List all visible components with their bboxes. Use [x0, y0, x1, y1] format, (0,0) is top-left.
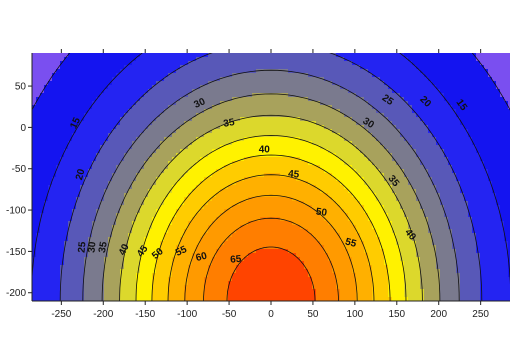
x-tick-label: 50: [307, 309, 319, 320]
contour-line-50: [151, 154, 391, 301]
contour-label-30: 30: [192, 96, 207, 111]
x-tick-label: 0: [268, 309, 274, 320]
y-tick-label: -200: [6, 288, 26, 299]
contour-label-45: 45: [288, 169, 300, 181]
x-tick-label: -250: [51, 309, 71, 320]
contour-line-20: [32, 53, 510, 285]
contour-label-55: 55: [174, 244, 189, 259]
contour-line-60: [184, 194, 358, 301]
contour-line-30: [82, 69, 460, 301]
y-tick-label: -100: [6, 206, 26, 217]
contour-line-65: [203, 217, 339, 301]
x-tick-label: -200: [93, 309, 113, 320]
contour-label-40: 40: [259, 144, 271, 155]
y-tick-label: -150: [6, 247, 26, 258]
contour-line-70: [226, 246, 316, 301]
contour-fill-layer: [32, 53, 510, 301]
contour-label-25: 25: [76, 241, 88, 253]
x-tick-label: -50: [222, 309, 237, 320]
axes: -250 -200 -150 -100 -50 0 50 100 150 200 250 50 0 -5…: [6, 49, 510, 320]
x-tick-label: 200: [430, 309, 447, 320]
contour-line-layer: [32, 53, 510, 301]
contour-line-25: [59, 53, 483, 301]
contour-line-40: [119, 114, 423, 301]
y-tick-label: 50: [15, 82, 27, 93]
y-tick-label: 0: [20, 123, 26, 134]
contour-line-35: [101, 93, 441, 301]
x-tick-label: -100: [177, 309, 197, 320]
x-tick-label: 100: [347, 309, 364, 320]
contour-label-65: 65: [230, 254, 242, 266]
contour-label-35: 35: [97, 240, 110, 253]
x-tick-label: -150: [135, 309, 155, 320]
x-tick-label: 150: [388, 309, 405, 320]
contour-label-20: 20: [74, 167, 88, 181]
contour-label-60: 60: [195, 250, 209, 264]
contour-label-35: 35: [223, 117, 236, 130]
y-tick-label: -50: [12, 164, 27, 175]
contour-label-15: 15: [68, 116, 83, 131]
y-axis-ticks: 50 0 -50 -100 -150 -200: [6, 82, 32, 299]
contour-label-55: 55: [344, 237, 358, 251]
contour-label-30: 30: [87, 241, 99, 253]
contour-label-40: 40: [117, 242, 132, 257]
contour-line-55: [167, 174, 375, 301]
contour-line-45: [135, 134, 407, 301]
x-axis-ticks: -250 -200 -150 -100 -50 0 50 100 150 200 250: [51, 49, 489, 320]
contour-label-50: 50: [315, 206, 328, 219]
plot-area: 1515202025253030303535354040404545505055…: [32, 53, 510, 301]
x-tick-label: 250: [472, 309, 489, 320]
